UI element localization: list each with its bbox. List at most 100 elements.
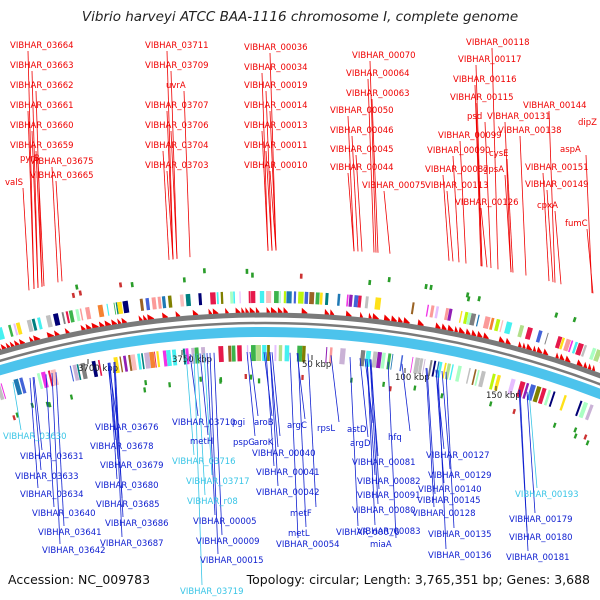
label-leader	[196, 353, 206, 496]
forward-gene-arrow	[80, 324, 86, 335]
top-gene-label: VIBHAR_00117	[458, 55, 522, 65]
top-gene-label: VIBHAR_00013	[244, 121, 308, 131]
bottom-gene-label: VIBHAR_00181	[506, 553, 570, 563]
feature-block-inner	[478, 370, 486, 388]
bottom-gene-label: VIBHAR_00015	[200, 556, 264, 566]
feature-block-outer	[52, 313, 61, 326]
bottom-gene-label: VIBHAR_03678	[90, 442, 154, 452]
feature-block-outer	[499, 320, 504, 333]
top-gene-label: VIBHAR_00151	[525, 163, 589, 173]
label-leader	[35, 150, 43, 287]
bottom-gene-label: VIBHAR_03676	[95, 423, 159, 433]
feature-block-outer	[374, 297, 382, 310]
feature-block-inner	[36, 372, 44, 390]
marker-block	[168, 382, 172, 388]
label-leader	[475, 102, 483, 267]
bottom-gene-label: VIBHAR_00041	[256, 468, 320, 478]
feature-block-outer	[429, 305, 435, 318]
feature-block-inner	[143, 352, 152, 369]
label-leader	[359, 358, 369, 438]
top-gene-label: VIBHAR_00131	[487, 112, 551, 122]
marker-block	[130, 282, 134, 288]
top-gene-label: VIBHAR_03706	[145, 121, 209, 131]
label-leader	[246, 351, 256, 437]
bottom-gene-label: VIBHAR_00193	[515, 490, 579, 500]
feature-block-outer	[157, 296, 162, 309]
bottom-gene-label: VIBHAR_00091	[357, 491, 421, 501]
feature-block-inner	[364, 350, 372, 368]
bottom-gene-label: VIBHAR_03633	[15, 472, 79, 482]
feature-block-inner	[301, 345, 306, 362]
accession-text: Accession: NC_009783	[8, 572, 151, 587]
bottom-gene-label: miaA	[370, 540, 392, 550]
top-gene-label: VIBHAR_00149	[525, 180, 589, 190]
feature-block-outer	[8, 324, 14, 337]
feature-block-inner	[137, 353, 142, 370]
feature-block-outer	[233, 291, 236, 304]
feature-block-outer	[274, 291, 279, 304]
top-gene-label: VIBHAR_03661	[10, 101, 74, 111]
feature-block-inner	[471, 369, 477, 386]
bottom-gene-label: metF	[290, 509, 312, 519]
marker-block	[251, 272, 254, 278]
label-leader	[330, 355, 340, 423]
label-leader	[526, 391, 536, 514]
feature-block-inner	[441, 362, 447, 379]
bottom-gene-label: argD	[350, 439, 371, 449]
bottom-gene-label: VIBHAR_00127	[426, 451, 490, 461]
bottom-gene-label: VIBHAR_00136	[428, 551, 492, 561]
label-leader	[108, 362, 118, 480]
feature-block-outer	[348, 294, 353, 307]
label-leader	[347, 172, 355, 252]
bottom-gene-label: pspG	[233, 438, 255, 448]
feature-block-inner	[76, 364, 82, 381]
feature-block-inner	[427, 359, 433, 377]
feature-block-outer	[567, 340, 574, 353]
feature-block-outer	[535, 330, 543, 343]
label-leader	[114, 361, 124, 518]
top-gene-label: VIBHAR_00087	[425, 165, 489, 175]
feature-block-inner	[171, 349, 178, 366]
label-leader	[166, 110, 174, 260]
bottom-gene-label: VIBHAR_03680	[95, 481, 159, 491]
label-leader	[269, 352, 279, 487]
label-leader	[265, 150, 273, 251]
label-leader	[33, 376, 43, 451]
bottom-gene-label: VIBHAR_00179	[509, 515, 573, 525]
feature-block-inner	[231, 345, 236, 362]
feature-block-inner	[417, 358, 424, 375]
feature-block-outer	[434, 306, 440, 319]
label-leader	[27, 110, 35, 289]
bottom-gene-label: VIBHAR_00040	[252, 449, 316, 459]
feature-block-outer	[544, 332, 549, 345]
label-leader	[206, 353, 216, 516]
top-gene-label: VIBHAR_00010	[244, 161, 308, 171]
feature-block-inner	[431, 360, 437, 377]
feature-block-inner	[537, 387, 547, 405]
feature-block-outer	[250, 291, 256, 304]
feature-block-outer	[315, 292, 320, 305]
feature-block-outer	[122, 300, 130, 314]
feature-block-inner	[386, 353, 392, 370]
bottom-gene-label: VIBHAR_00076	[336, 528, 400, 538]
label-leader	[425, 367, 435, 508]
marker-block	[219, 377, 223, 383]
marker-block	[572, 316, 577, 323]
genome-stats-text: Topology: circular; Length: 3,765,351 bp…	[246, 572, 590, 587]
bottom-gene-label: VIBHAR_03642	[42, 546, 106, 556]
label-leader	[401, 363, 411, 432]
top-gene-label: psd	[467, 112, 482, 122]
label-leader	[452, 155, 460, 263]
feature-block-inner	[141, 353, 145, 370]
feature-block-outer	[15, 322, 23, 335]
forward-gene-arrow	[9, 341, 15, 352]
marker-block	[554, 312, 559, 318]
label-leader	[367, 78, 375, 253]
feature-block-inner	[278, 345, 283, 362]
label-leader	[504, 121, 512, 273]
feature-block-outer	[324, 292, 329, 306]
feature-block-outer	[26, 319, 34, 333]
feature-block-inner	[182, 348, 187, 365]
reverse-gene-band	[0, 327, 600, 400]
label-leader	[269, 52, 277, 251]
